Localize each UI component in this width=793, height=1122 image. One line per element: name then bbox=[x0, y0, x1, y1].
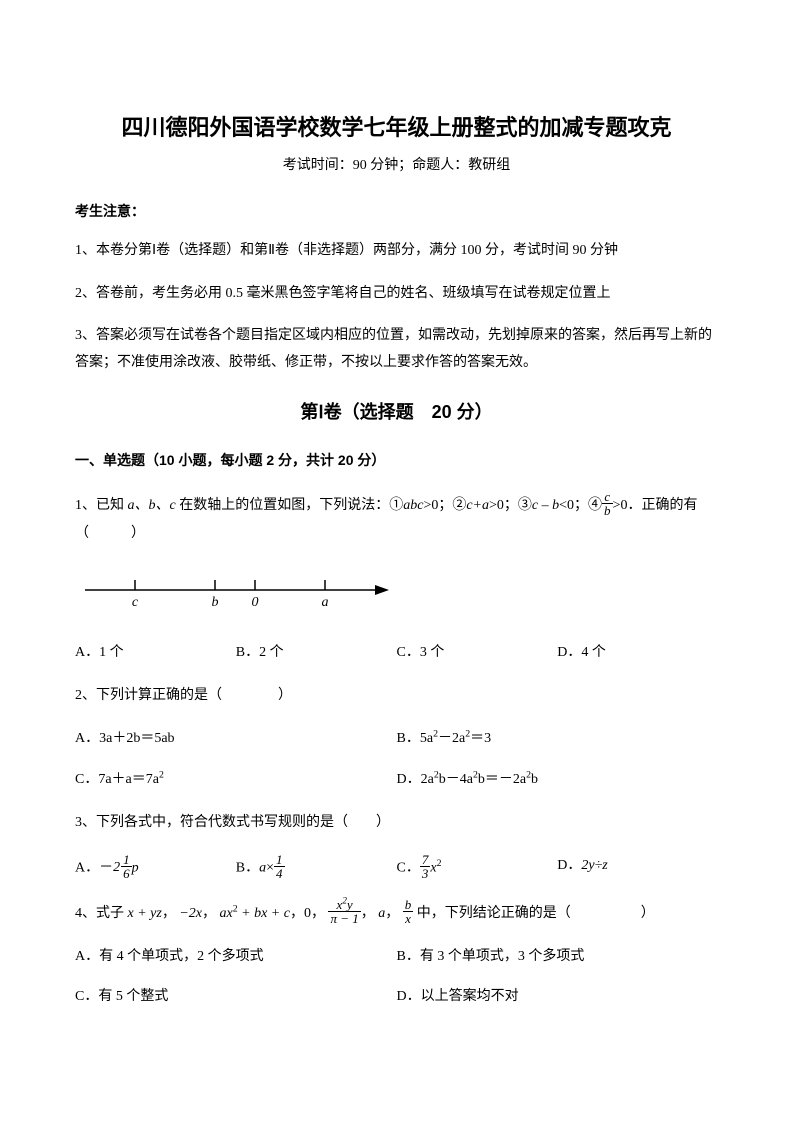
q1-f3: c – b bbox=[532, 498, 559, 513]
option-d: D．以上答案均不对 bbox=[397, 986, 719, 1008]
expr: 2y÷z bbox=[581, 858, 607, 873]
option-c: C．7a＋a＝7a2 bbox=[75, 769, 397, 791]
svg-text:b: b bbox=[212, 595, 219, 610]
q1-f2: c+a bbox=[466, 498, 489, 513]
svg-text:a: a bbox=[322, 595, 329, 610]
q1-stem: 1、已知 bbox=[75, 498, 124, 513]
question-4: 4、式子 x + yz， −2x， ax2 + bx + c，0， x2yπ −… bbox=[75, 900, 718, 928]
frac-den: 6 bbox=[121, 867, 132, 880]
txt: C． bbox=[397, 861, 420, 876]
option-a: A．3a＋2b＝5ab bbox=[75, 728, 397, 750]
q1-f1: abc bbox=[403, 498, 423, 513]
svg-text:c: c bbox=[132, 595, 139, 610]
option-c: C．3 个 bbox=[397, 642, 558, 664]
frac-num: c bbox=[602, 490, 613, 504]
question-2: 2、下列计算正确的是（ ） bbox=[75, 682, 718, 710]
option-a: A．－216p bbox=[75, 855, 236, 882]
frac-den: x bbox=[403, 912, 414, 925]
frac-num: 7 bbox=[420, 853, 431, 867]
q3-options: A．－216p B．a×14 C．73x2 D．2y÷z bbox=[75, 855, 718, 882]
frac-num: 1 bbox=[121, 853, 132, 867]
option-d: D．2a2b－4a2b＝－2a2b bbox=[397, 769, 719, 791]
txt: ， bbox=[202, 906, 216, 921]
q1-gt2: >0；③ bbox=[489, 498, 532, 513]
txt: D． bbox=[557, 858, 581, 873]
q2-options-row2: C．7a＋a＝7a2 D．2a2b－4a2b＝－2a2b bbox=[75, 769, 718, 791]
frac-den: 4 bbox=[274, 867, 285, 880]
notice-item: 3、答案必须写在试卷各个题目指定区域内相应的位置，如需改动，先划掉原来的答案，然… bbox=[75, 323, 718, 376]
section-title: 第Ⅰ卷（选择题 20 分） bbox=[75, 398, 718, 427]
option-a: A．有 4 个单项式，2 个多项式 bbox=[75, 946, 397, 968]
var: p bbox=[132, 861, 139, 876]
frac-num: 1 bbox=[274, 853, 285, 867]
txt: b＝－2a bbox=[478, 772, 526, 787]
option-c: C．73x2 bbox=[397, 855, 558, 882]
frac-den: b bbox=[602, 504, 613, 517]
txt: b bbox=[531, 772, 538, 787]
txt: A． bbox=[75, 861, 99, 876]
option-b: B．有 3 个单项式，3 个多项式 bbox=[397, 946, 719, 968]
question-1: 1、已知 a、b、c 在数轴上的位置如图，下列说法：①abc>0；②c+a>0；… bbox=[75, 492, 718, 548]
frac-num: x2y bbox=[328, 898, 360, 912]
q2-options-row1: A．3a＋2b＝5ab B．5a2－2a2＝3 bbox=[75, 728, 718, 750]
expr: ax bbox=[220, 906, 233, 921]
txt: B． bbox=[236, 861, 259, 876]
fraction: 14 bbox=[274, 853, 285, 880]
txt: ＝3 bbox=[470, 731, 491, 746]
neg: － bbox=[99, 861, 113, 876]
txt: －2a bbox=[438, 731, 465, 746]
txt: D．2a bbox=[397, 772, 434, 787]
q1-frac: cb bbox=[602, 490, 613, 517]
txt: ， bbox=[385, 906, 399, 921]
option-b: B．2 个 bbox=[236, 642, 397, 664]
option-c: C．有 5 个整式 bbox=[75, 986, 397, 1008]
frac-den: π − 1 bbox=[328, 912, 360, 925]
q1-lt3: <0；④ bbox=[559, 498, 602, 513]
page-title: 四川德阳外国语学校数学七年级上册整式的加减专题攻克 bbox=[75, 110, 718, 145]
q4-options-row2: C．有 5 个整式 D．以上答案均不对 bbox=[75, 986, 718, 1008]
option-b: B．5a2－2a2＝3 bbox=[397, 728, 719, 750]
q1-paren: （ ） bbox=[75, 520, 718, 548]
txt: 中，下列结论正确的是（ ） bbox=[417, 906, 655, 921]
whole: 2 bbox=[113, 857, 120, 879]
txt: ， bbox=[162, 906, 176, 921]
number-line-svg: c b 0 a bbox=[75, 566, 395, 614]
txt: B．5a bbox=[397, 731, 434, 746]
option-a: A．1 个 bbox=[75, 642, 236, 664]
txt: ， bbox=[361, 906, 375, 921]
var: y bbox=[347, 897, 353, 912]
sup: 2 bbox=[437, 858, 442, 869]
frac-num: b bbox=[403, 898, 414, 912]
txt: 4、式子 bbox=[75, 906, 124, 921]
txt: ，0， bbox=[290, 906, 325, 921]
expr: −2x bbox=[179, 906, 202, 921]
option-d: D．4 个 bbox=[557, 642, 718, 664]
times: × bbox=[266, 861, 274, 876]
option-d: D．2y÷z bbox=[557, 855, 718, 882]
frac-den: 3 bbox=[420, 867, 431, 880]
txt: b－4a bbox=[439, 772, 473, 787]
q4-options-row1: A．有 4 个单项式，2 个多项式 B．有 3 个单项式，3 个多项式 bbox=[75, 946, 718, 968]
option-b: B．a×14 bbox=[236, 855, 397, 882]
question-3: 3、下列各式中，符合代数式书写规则的是（ ） bbox=[75, 809, 718, 837]
q1-mid: 在数轴上的位置如图，下列说法：① bbox=[179, 498, 403, 513]
q1-options: A．1 个 B．2 个 C．3 个 D．4 个 bbox=[75, 642, 718, 664]
notice-item: 2、答卷前，考生务必用 0.5 毫米黑色签字笔将自己的姓名、班级填写在试卷规定位… bbox=[75, 281, 718, 308]
mixed-fraction: 216 bbox=[113, 855, 132, 882]
q1-gt1: >0；② bbox=[423, 498, 466, 513]
expr: x + yz bbox=[128, 906, 162, 921]
page-subtitle: 考试时间：90 分钟；命题人：教研组 bbox=[75, 155, 718, 177]
fraction: x2yπ − 1 bbox=[328, 898, 360, 925]
svg-text:0: 0 bbox=[252, 595, 259, 610]
fraction: bx bbox=[403, 898, 414, 925]
number-line-figure: c b 0 a bbox=[75, 566, 718, 622]
fraction: 73 bbox=[420, 853, 431, 880]
expr: + bx + c bbox=[238, 906, 290, 921]
q1-gt4: >0．正确的有 bbox=[613, 498, 698, 513]
q1-vars: a、b、c bbox=[128, 498, 176, 513]
notice-item: 1、本卷分第Ⅰ卷（选择题）和第Ⅱ卷（非选择题）两部分，满分 100 分，考试时间… bbox=[75, 238, 718, 265]
notice-heading: 考生注意： bbox=[75, 200, 718, 222]
part-heading: 一、单选题（10 小题，每小题 2 分，共计 20 分） bbox=[75, 449, 718, 471]
